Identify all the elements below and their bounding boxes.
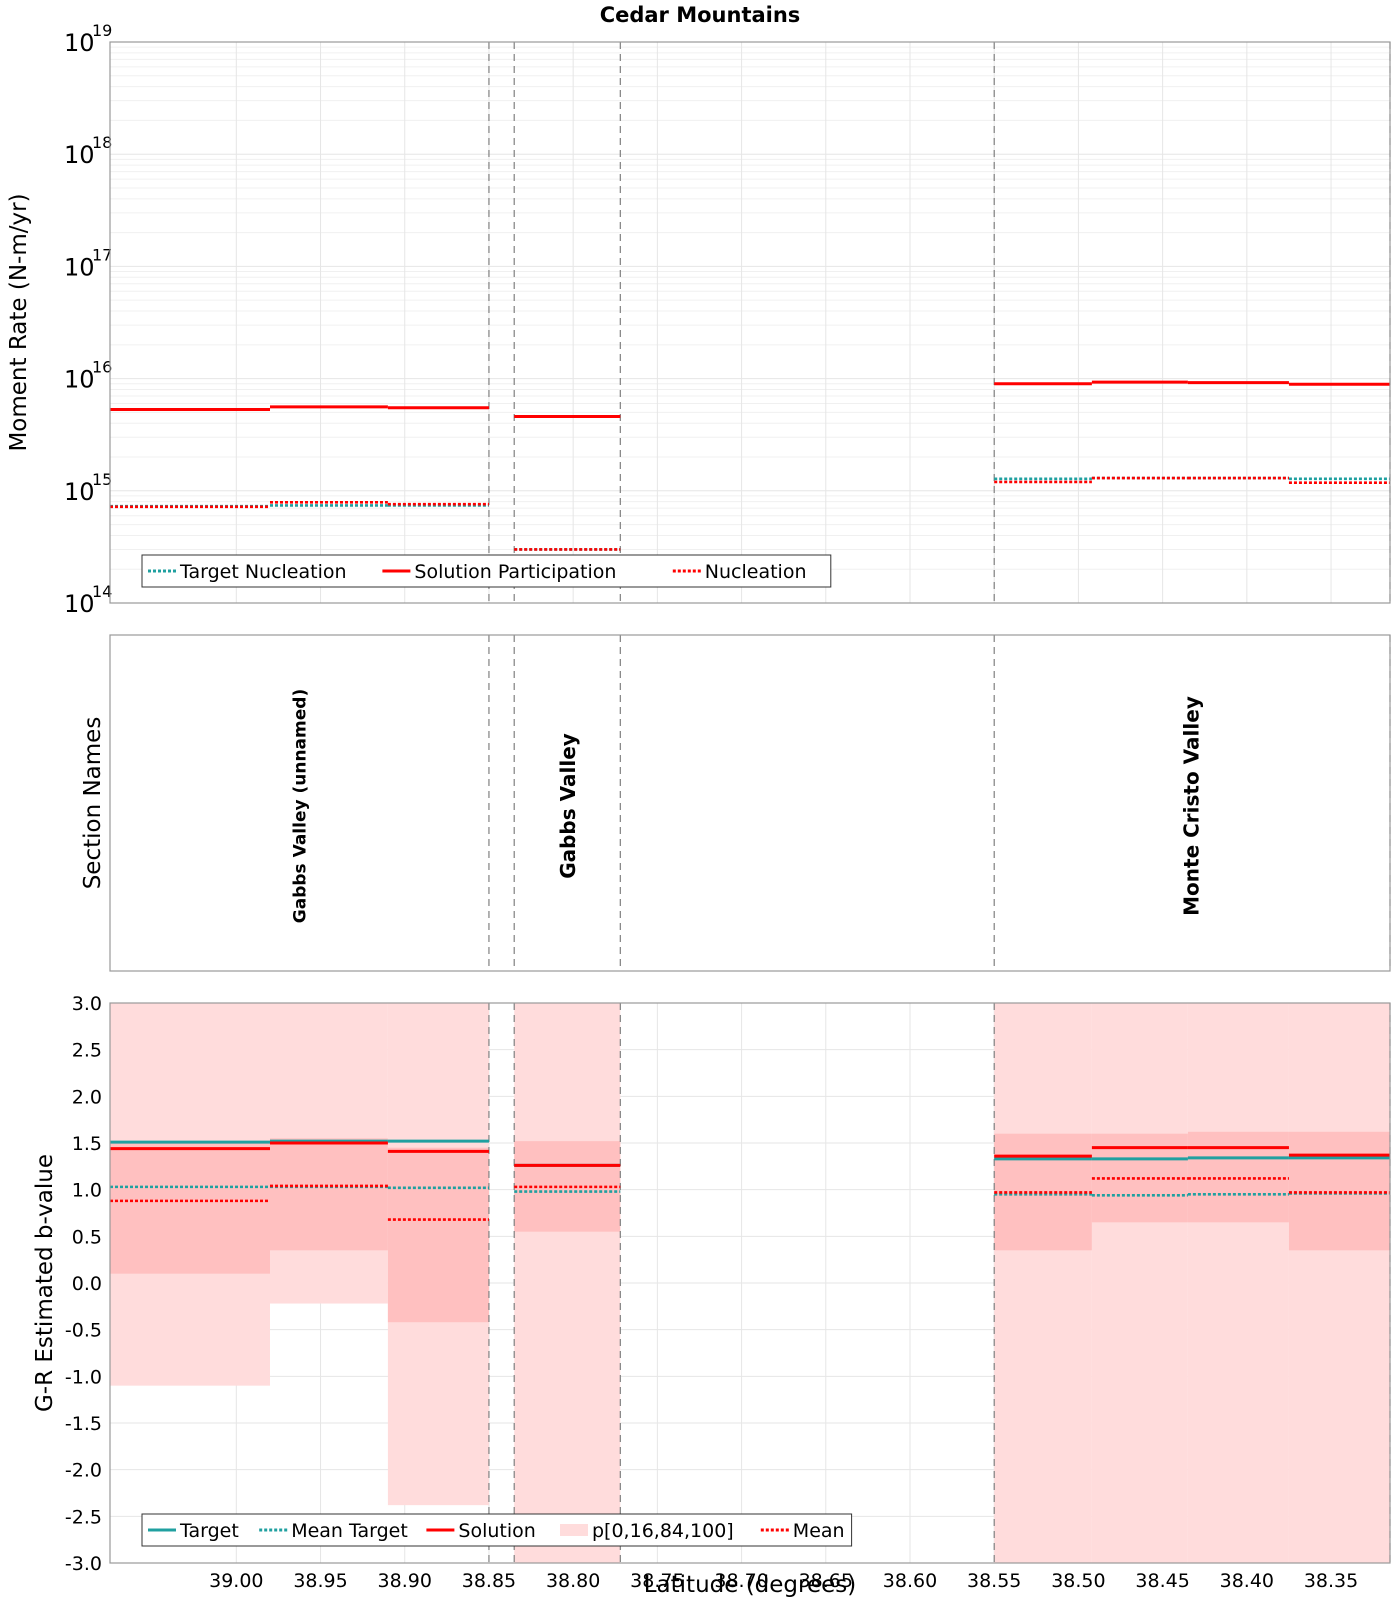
y-tick-label: -1.5 xyxy=(65,1413,102,1435)
band-inner xyxy=(110,1143,270,1274)
y-tick-label: 10 xyxy=(64,141,95,169)
x-tick-label: 38.50 xyxy=(1051,1570,1105,1592)
y-tick-label: -3.0 xyxy=(65,1553,102,1575)
band-outer xyxy=(514,1003,621,1563)
legend-swatch-band xyxy=(560,1524,588,1536)
x-tick-label: 38.45 xyxy=(1135,1570,1189,1592)
y-tick-label: 1.0 xyxy=(72,1180,102,1202)
y-tick-exponent: 14 xyxy=(92,582,112,601)
x-tick-label: 38.35 xyxy=(1304,1570,1358,1592)
band-outer xyxy=(1288,1003,1390,1563)
x-tick-label: 39.00 xyxy=(209,1570,263,1592)
y-tick-exponent: 18 xyxy=(92,133,112,152)
band-outer xyxy=(1187,1003,1289,1563)
band-outer xyxy=(1091,1003,1188,1563)
x-tick-label: 38.55 xyxy=(967,1570,1021,1592)
band-inner xyxy=(1288,1131,1390,1251)
x-axis-label: Latitude (degrees) xyxy=(644,1572,857,1598)
x-tick-label: 38.90 xyxy=(378,1570,432,1592)
x-tick-label: 38.80 xyxy=(546,1570,600,1592)
legend-label: Mean Target xyxy=(291,1520,408,1542)
y-tick-exponent: 17 xyxy=(92,245,112,264)
y-tick-label: 10 xyxy=(64,253,95,281)
y-tick-label: 1.5 xyxy=(72,1133,102,1155)
x-tick-label: 38.75 xyxy=(630,1570,684,1592)
y-tick-label: 0.5 xyxy=(72,1226,102,1248)
y-tick-label: 10 xyxy=(64,29,95,57)
legend-label: Solution xyxy=(458,1520,535,1542)
y-tick-label: 10 xyxy=(64,366,95,394)
y-tick-label: 10 xyxy=(64,590,95,618)
band-inner xyxy=(994,1133,1092,1251)
bvalue-legend: Target Mean Target Solution p[0,16,84,100] M… xyxy=(141,1513,853,1547)
legend-label: p[0,16,84,100] xyxy=(592,1520,734,1542)
chart-title: Cedar Mountains xyxy=(600,3,801,27)
x-tick-label: 38.70 xyxy=(714,1570,768,1592)
plot-frame xyxy=(109,1002,1391,1564)
y-tick-label: 0.0 xyxy=(72,1273,102,1295)
band-inner xyxy=(1187,1131,1289,1223)
y-tick-label: 2.0 xyxy=(72,1086,102,1108)
y-axis-label: G-R Estimated b-value xyxy=(32,1154,58,1412)
legend-label: Target Nucleation xyxy=(179,561,347,583)
y-tick-label: -0.5 xyxy=(65,1320,102,1342)
legend-label: Mean xyxy=(793,1520,845,1542)
y-tick-label: 2.5 xyxy=(72,1040,102,1062)
x-tick-label: 38.95 xyxy=(293,1570,347,1592)
x-tick-label: 38.40 xyxy=(1220,1570,1274,1592)
x-tick-label: 38.85 xyxy=(462,1570,516,1592)
y-tick-label: 3.0 xyxy=(72,993,102,1015)
y-tick-label: 10 xyxy=(64,478,95,506)
legend-label: Target xyxy=(179,1520,239,1542)
y-tick-label: -2.5 xyxy=(65,1506,102,1528)
y-tick-exponent: 16 xyxy=(92,358,112,377)
section-name-label: Monte Cristo Valley xyxy=(1179,696,1203,916)
band-inner xyxy=(270,1138,388,1251)
y-tick-label: -2.0 xyxy=(65,1460,102,1482)
y-axis-label: Moment Rate (N-m/yr) xyxy=(6,193,32,451)
moment-legend: Target Nucleation Solution Participation N… xyxy=(141,554,832,588)
legend-box xyxy=(141,554,832,588)
x-tick-label: 38.60 xyxy=(883,1570,937,1592)
section-name-label: Gabbs Valley (unnamed) xyxy=(291,689,311,923)
legend-label: Nucleation xyxy=(705,561,807,583)
y-axis-label: Section Names xyxy=(80,717,106,890)
band-outer xyxy=(994,1003,1092,1563)
plot-frame xyxy=(109,41,1391,604)
y-tick-label: -1.0 xyxy=(65,1366,102,1388)
legend-label: Solution Participation xyxy=(414,561,616,583)
y-tick-exponent: 15 xyxy=(92,470,112,489)
x-tick-label: 38.65 xyxy=(799,1570,853,1592)
b-value-panel: 3.0 2.5 2.0 1.5 1.0 0.5 0.0 -0.5 -1.0 -1.5 -2.0 -2.… xyxy=(32,993,1391,1598)
section-name-label: Gabbs Valley xyxy=(556,733,580,879)
band-inner xyxy=(387,1147,489,1323)
y-tick-exponent: 19 xyxy=(92,21,112,40)
plot-frame xyxy=(109,634,1391,972)
section-names-panel: Gabbs Valley (unnamed) Gabbs Valley Monte … xyxy=(80,634,1391,972)
